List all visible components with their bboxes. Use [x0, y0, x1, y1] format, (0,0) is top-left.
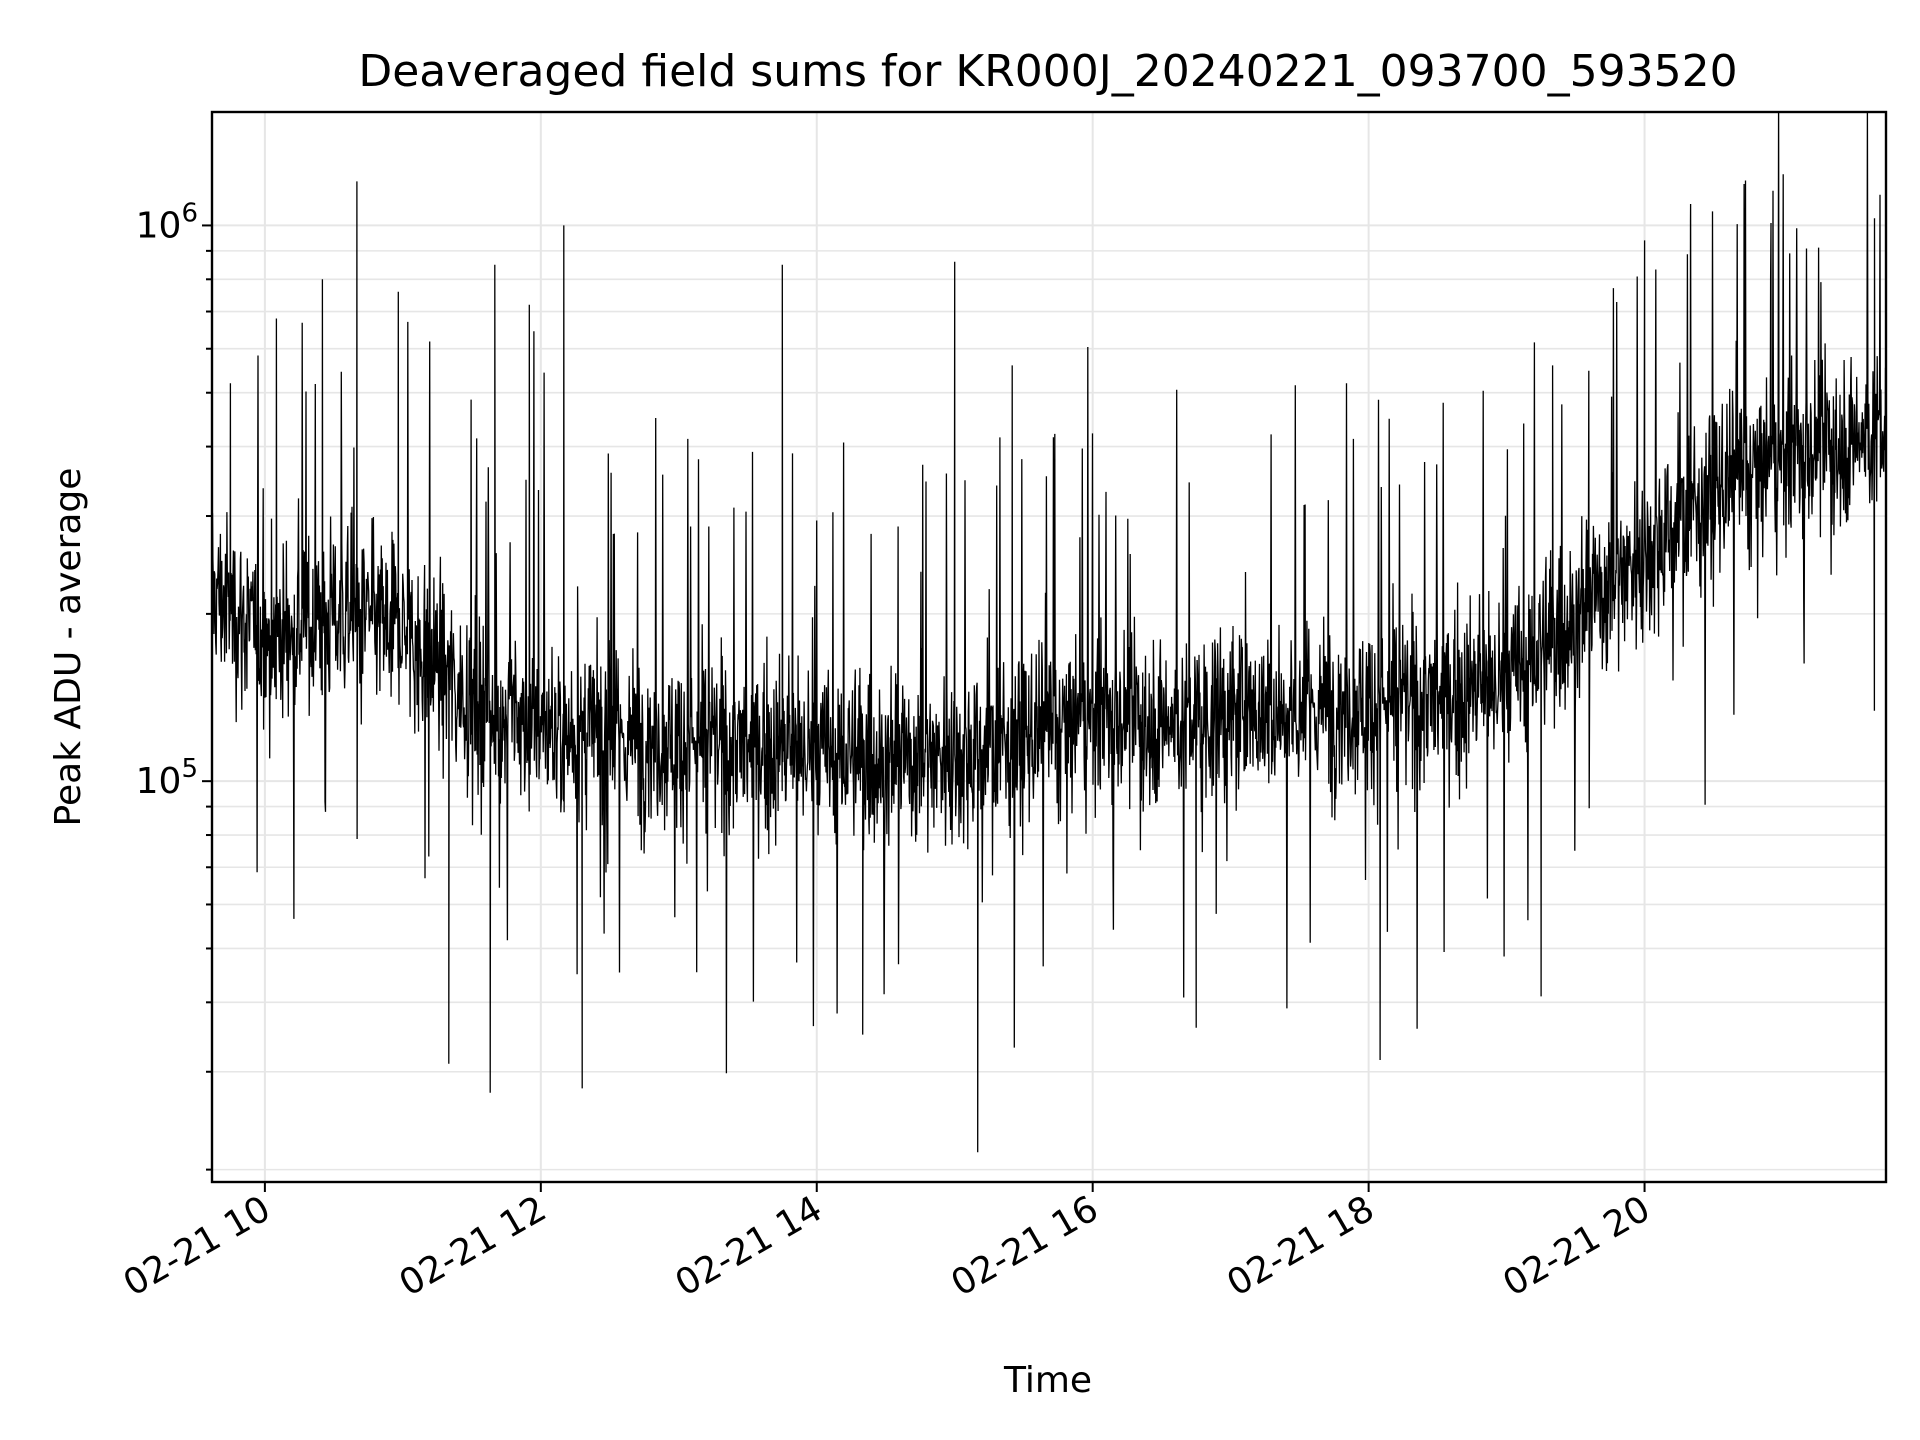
data-series: [212, 112, 1886, 1153]
series-line: [212, 112, 1886, 1153]
y-axis-ticks: 105 106: [136, 198, 198, 802]
y-tick-label: 106: [136, 198, 198, 246]
x-axis-label: Time: [1003, 1360, 1092, 1401]
y-axis-label: Peak ADU - average: [48, 468, 89, 827]
chart-title: Deaveraged field sums for KR000J_2024022…: [358, 46, 1737, 97]
y-tick-label: 105: [136, 754, 198, 802]
plot-frame: [210, 110, 1888, 1184]
